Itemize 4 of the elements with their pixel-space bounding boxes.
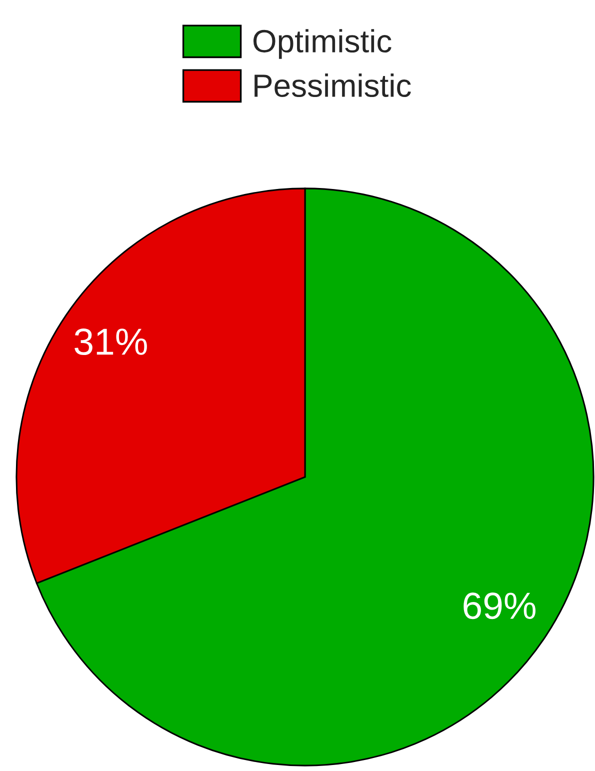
data-label: 31%	[74, 328, 147, 356]
legend-label: Optimistic	[253, 29, 392, 59]
legend-label: Pessimistic	[254, 74, 411, 98]
data-label: 69%	[464, 592, 536, 620]
